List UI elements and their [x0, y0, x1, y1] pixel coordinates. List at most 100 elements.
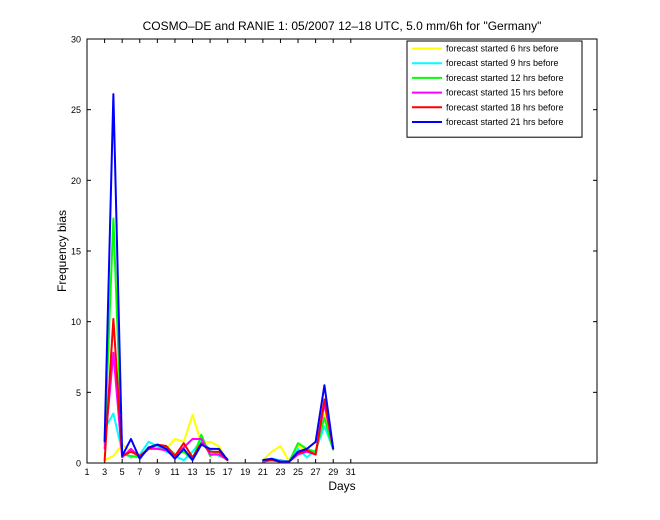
data-point	[323, 414, 326, 416]
data-point	[227, 460, 229, 463]
legend: forecast started 6 hrs before forecast st…	[406, 40, 583, 138]
data-point	[262, 460, 264, 463]
x-tick-label: 31	[346, 467, 356, 477]
legend-label-1: forecast started 6 hrs before	[446, 44, 559, 54]
data-point	[297, 451, 299, 453]
y-tick-label: 10	[71, 317, 81, 327]
data-point	[323, 417, 326, 419]
chart-title: COSMO–DE and RANIE 1: 05/2007 12–18 UTC,…	[143, 19, 542, 33]
data-point	[183, 446, 185, 449]
data-point	[183, 441, 185, 443]
data-point	[262, 459, 264, 461]
data-point	[200, 438, 202, 440]
legend-label-3: forecast started 12 hrs before	[446, 73, 564, 83]
data-point	[227, 459, 229, 461]
x-tick-label: 7	[137, 467, 142, 477]
data-point	[183, 442, 185, 444]
data-point	[156, 448, 158, 450]
x-tick-label: 1	[84, 467, 89, 477]
data-point	[332, 449, 334, 451]
data-point	[183, 451, 185, 453]
x-tick-label: 29	[328, 467, 338, 477]
x-tick-label: 19	[240, 467, 250, 477]
x-tick-label: 17	[223, 467, 233, 477]
data-point	[218, 445, 220, 447]
x-tick-label: 11	[170, 467, 179, 477]
x-tick-label: 3	[102, 467, 107, 477]
data-point	[121, 455, 123, 457]
data-point	[323, 398, 326, 400]
data-point	[209, 453, 211, 456]
data-point	[130, 456, 132, 458]
data-point	[112, 352, 114, 354]
x-tick-label: 27	[311, 467, 321, 477]
data-point	[174, 455, 176, 457]
data-point	[297, 448, 299, 450]
y-tick-label: 30	[71, 35, 81, 45]
data-point	[271, 451, 273, 453]
data-point	[332, 448, 334, 450]
data-point	[209, 455, 211, 457]
data-point	[218, 451, 220, 453]
data-point	[209, 451, 211, 453]
x-tick-label: 13	[188, 467, 198, 477]
data-point	[191, 459, 194, 461]
data-point	[315, 453, 317, 456]
data-point	[112, 318, 114, 320]
x-tick-label: 15	[205, 467, 215, 477]
x-tick-label: 5	[120, 467, 125, 477]
data-point	[174, 458, 176, 460]
data-point	[112, 217, 114, 220]
x-axis-label: Days	[328, 479, 355, 493]
y-tick-label: 15	[71, 247, 81, 257]
data-point	[183, 448, 185, 450]
data-point	[174, 438, 176, 440]
data-point	[103, 441, 106, 443]
data-point	[315, 441, 317, 443]
data-point	[112, 455, 114, 457]
legend-label-2: forecast started 9 hrs before	[446, 58, 559, 68]
y-axis-label: Frequency bias	[55, 210, 69, 292]
data-point	[279, 460, 282, 463]
data-point	[130, 438, 132, 440]
data-point	[191, 414, 194, 416]
data-point	[130, 455, 132, 457]
data-point	[323, 384, 326, 386]
data-point	[121, 456, 123, 458]
data-point	[130, 448, 132, 450]
data-point	[279, 445, 282, 447]
data-point	[271, 458, 273, 460]
data-point	[323, 425, 326, 427]
data-point	[306, 456, 308, 458]
data-point	[191, 438, 194, 440]
data-point	[183, 459, 185, 461]
data-point	[191, 451, 194, 453]
y-tick-label: 5	[76, 388, 81, 398]
data-point	[209, 448, 211, 450]
data-point	[139, 458, 141, 460]
data-point	[103, 460, 106, 463]
x-tick-label: 23	[275, 467, 285, 477]
y-tick-label: 0	[76, 459, 81, 469]
y-tick-label: 25	[71, 105, 81, 115]
legend-label-4: forecast started 15 hrs before	[446, 88, 564, 98]
data-point	[200, 434, 202, 436]
data-point	[147, 446, 150, 449]
y-tick-label: 20	[71, 176, 81, 186]
x-tick-label: 9	[155, 467, 160, 477]
data-point	[112, 93, 114, 95]
data-point	[200, 444, 202, 446]
data-point	[165, 445, 167, 447]
data-point	[288, 460, 290, 463]
data-point	[112, 412, 114, 415]
data-point	[209, 441, 211, 443]
data-point	[218, 448, 220, 450]
legend-label-5: forecast started 18 hrs before	[446, 102, 564, 112]
data-point	[297, 442, 299, 444]
x-tick-label: 21	[258, 467, 268, 477]
data-point	[165, 448, 167, 450]
x-tick-label: 25	[293, 467, 303, 477]
data-point	[306, 448, 308, 450]
data-point	[156, 444, 158, 446]
